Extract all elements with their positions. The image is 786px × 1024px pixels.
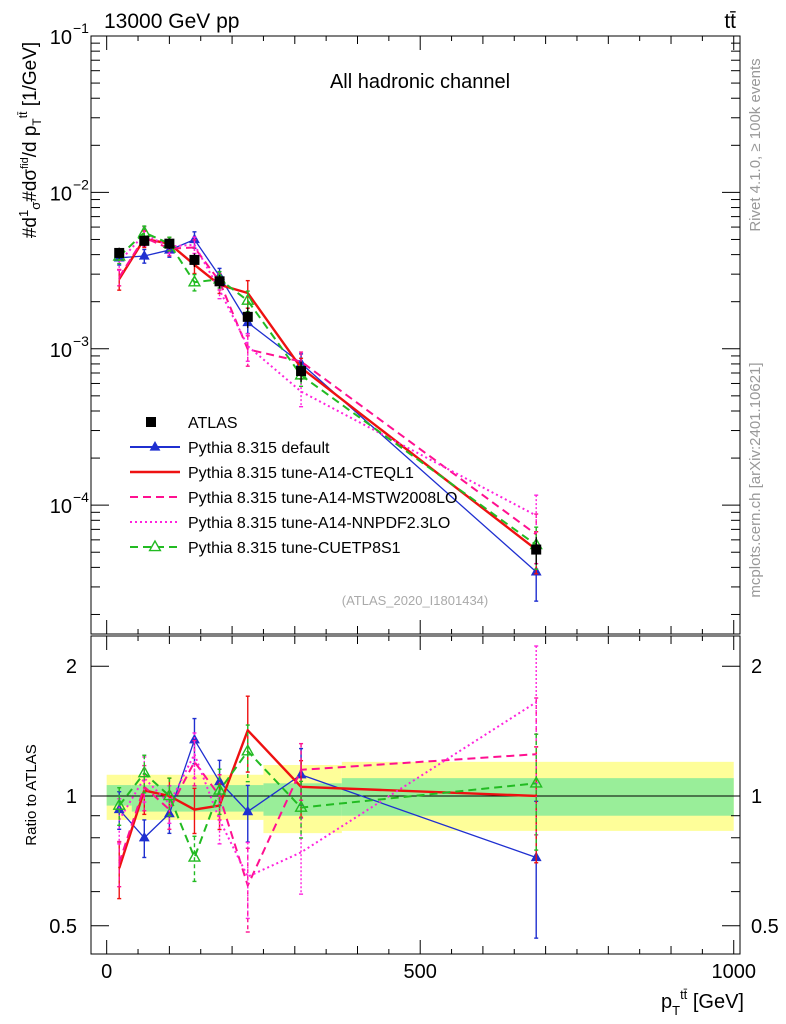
bottom-series-marker-4 (187, 850, 202, 862)
data-point (242, 311, 253, 322)
bottom-y-tick-label-left: 0.5 (49, 916, 77, 938)
bottom-y-tick-label-left: 1 (66, 786, 77, 808)
top-series-marker-0 (138, 249, 150, 260)
bottom-y-tick-label-right: 1 (751, 786, 762, 808)
top-y-tick-exponent: −4 (73, 489, 89, 505)
x-axis-label: pTtt̄ [GeV] (661, 987, 744, 1018)
bottom-series-line-1 (118, 728, 537, 869)
bottom-y-tick-label-right: 0.5 (751, 916, 779, 938)
bottom-series-line-2 (118, 753, 537, 889)
bottom-series-marker-0 (242, 805, 254, 816)
analysis-id-label: (ATLAS_2020_I1801434) (342, 593, 488, 608)
ratio-band-green (131, 785, 264, 812)
data-point (531, 544, 542, 555)
top-y-tick-label: 10 (50, 183, 72, 205)
bottom-y-axis-label: Ratio to ATLAS (23, 744, 40, 845)
data-point (214, 276, 225, 287)
bottom-y-tick-label-left: 2 (66, 656, 77, 678)
x-tick-label: 1000 (711, 961, 756, 983)
x-tick-label: 500 (404, 961, 437, 983)
bottom-series-marker-0 (138, 831, 150, 842)
top-y-tick-exponent: −3 (73, 333, 89, 349)
data-point (139, 235, 150, 246)
bottom-y-tick-label-right: 2 (751, 656, 762, 678)
top-y-tick-exponent: −1 (73, 20, 89, 36)
legend-marker-4 (148, 539, 162, 552)
data-point (296, 366, 307, 377)
legend-label-3: Pythia 8.315 tune-A14-NNPDF2.3LO (188, 515, 450, 532)
top-y-tick-label: 10 (50, 496, 72, 518)
top-y-tick-exponent: −2 (73, 176, 89, 192)
site-label: mcplots.cern.ch [arXiv:2401.10621] (747, 362, 764, 597)
bottom-series-marker-4 (162, 788, 176, 801)
legend-label-0: Pythia 8.315 default (188, 440, 330, 457)
legend-marker-data (146, 417, 156, 427)
bottom-series-line-0 (118, 738, 537, 859)
bottom-series-marker-4 (137, 765, 151, 778)
bottom-series-marker-0 (214, 775, 225, 786)
top-y-tick-label: 10 (50, 27, 72, 49)
data-point (189, 254, 200, 265)
process-label: tt̄ (724, 10, 736, 33)
bottom-series-marker-4 (212, 783, 227, 795)
bottom-series-marker-4 (294, 800, 308, 812)
legend-marker-0 (149, 441, 161, 451)
data-point (164, 238, 175, 249)
energy-label: 13000 GeV pp (104, 10, 239, 33)
bottom-series-marker-4 (241, 743, 255, 756)
top-series-marker-4 (241, 293, 255, 305)
top-y-tick-label: 10 (50, 340, 72, 362)
legend-label-data: ATLAS (188, 415, 238, 432)
top-panel-frame (90, 35, 741, 635)
legend-label-2: Pythia 8.315 tune-A14-MSTW2008LO (188, 490, 457, 507)
legend-label-1: Pythia 8.315 tune-A14-CTEQL1 (188, 465, 414, 482)
x-tick-label: 0 (101, 961, 112, 983)
data-point (114, 247, 125, 258)
top-y-axis-label: #d1σ#dσfid/d pTtt̄ [1/GeV] (16, 42, 44, 238)
top-series-line-2 (118, 236, 537, 536)
bottom-series-marker-4 (112, 798, 126, 810)
top-series-marker-4 (187, 274, 202, 287)
bottom-series-marker-4 (529, 775, 543, 788)
bottom-panel-frame (90, 635, 741, 955)
rivet-label: Rivet 4.1.0, ≥ 100k events (747, 58, 764, 231)
legend-label-4: Pythia 8.315 tune-CUETP8S1 (188, 540, 401, 557)
bottom-series-line-3 (118, 701, 537, 878)
channel-label: All hadronic channel (330, 71, 510, 93)
